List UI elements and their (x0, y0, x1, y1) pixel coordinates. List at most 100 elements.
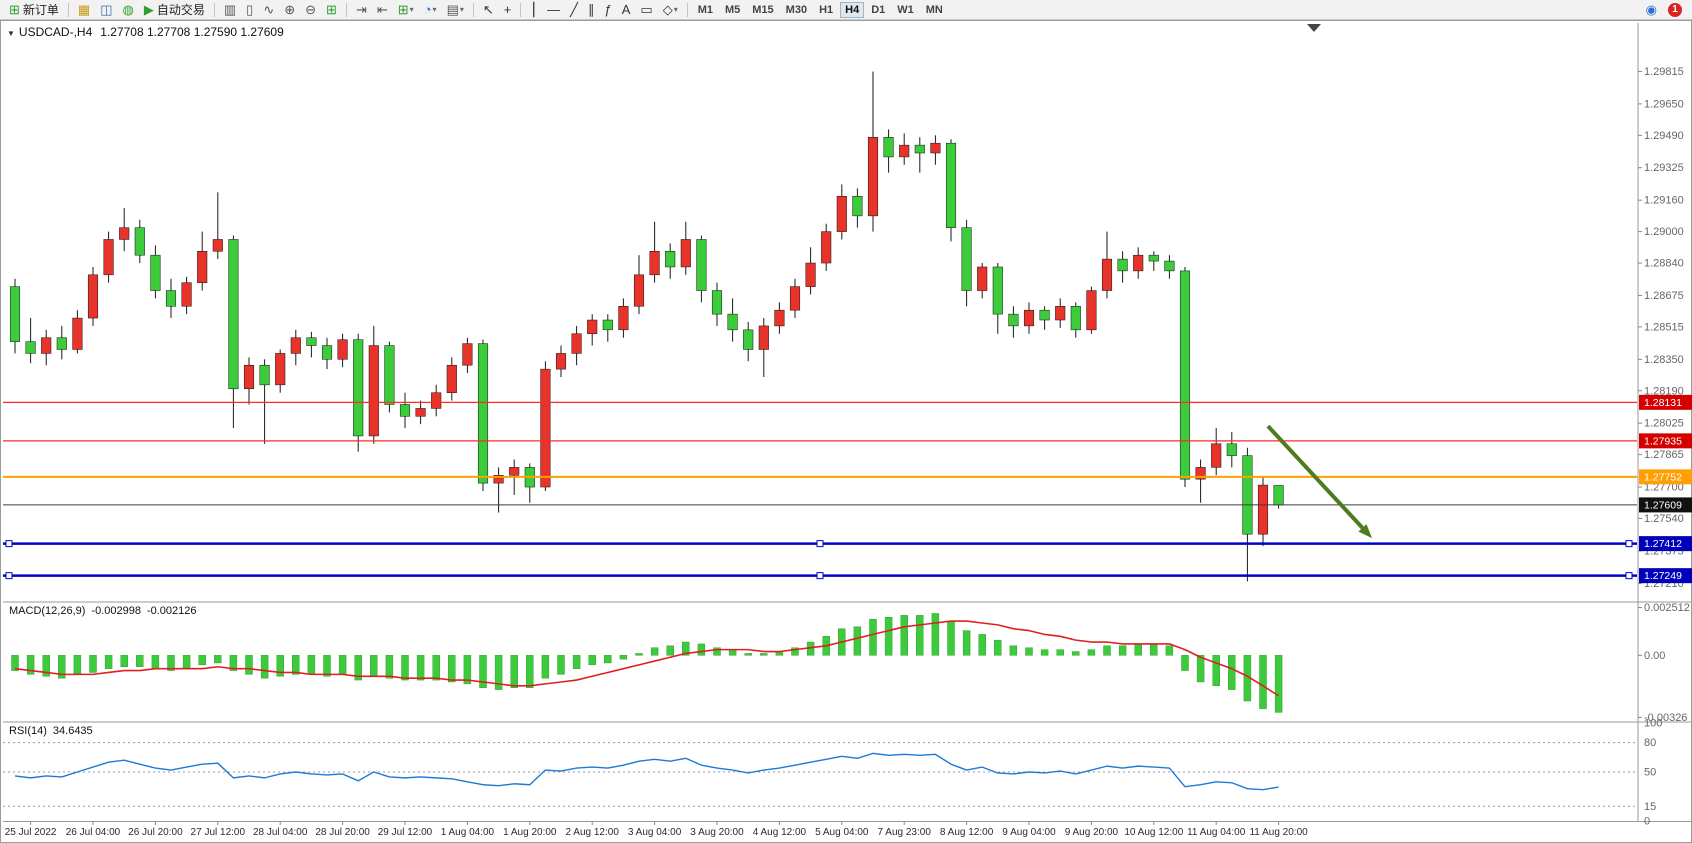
trendline-icon[interactable]: ╱ (566, 1, 582, 19)
vertical-line-icon[interactable]: ⎮ (526, 1, 541, 19)
macd-bar (307, 655, 316, 675)
price-axis-label: 1.29650 (1644, 98, 1684, 110)
line-chart-icon[interactable]: ∿ (259, 1, 278, 19)
candlestick-chart-icon[interactable]: ▯ (242, 1, 257, 19)
macd-bar (1228, 655, 1236, 690)
support-line-1-price-tag-text: 1.27412 (1644, 538, 1682, 550)
crosshair-icon[interactable]: + (500, 1, 516, 19)
navigator-icon[interactable]: ◫ (96, 1, 116, 19)
macd-bar (1025, 647, 1033, 656)
new-chart-icon[interactable]: ⊞ ▾ (394, 1, 418, 19)
time-axis-label: 10 Aug 12:00 (1124, 827, 1183, 838)
macd-bar (214, 655, 222, 664)
new-chart-icon: ⊞ (397, 2, 409, 17)
candle-body (1273, 485, 1284, 506)
macd-bar (619, 655, 628, 660)
channel-icon[interactable]: ∥ (584, 1, 599, 19)
timeframe-h1[interactable]: H1 (814, 2, 838, 18)
time-axis-label: 11 Aug 04:00 (1187, 827, 1246, 838)
periodicity-icon[interactable]: ◔ ▾ (420, 1, 441, 19)
auto-scroll-icon[interactable]: ⇥ (352, 1, 371, 19)
line-chart-icon: ∿ (263, 2, 275, 17)
macd-bar (245, 655, 253, 675)
trend-arrow[interactable] (1266, 424, 1364, 530)
text-icon[interactable]: A (618, 1, 635, 19)
support-line-2-handle[interactable] (816, 572, 824, 580)
timeframe-h4[interactable]: H4 (840, 1, 865, 18)
macd-name: MACD(12,26,9) (9, 605, 86, 617)
macd-bar (416, 655, 425, 681)
candle-body (119, 227, 130, 240)
candle-body (758, 325, 769, 350)
macd-bar (744, 653, 752, 656)
support-line-1-handle[interactable] (1625, 540, 1633, 548)
macd-bar (791, 647, 799, 656)
new-order-button[interactable]: ⊞ 新订单 (5, 1, 63, 19)
candle-body (212, 239, 223, 252)
bar-chart-icon[interactable]: ▥ (220, 1, 240, 19)
candle-body (727, 313, 738, 331)
timeframe-w1[interactable]: W1 (892, 2, 919, 18)
support-line-1-handle[interactable] (5, 540, 13, 548)
timeframe-d1[interactable]: D1 (866, 2, 890, 18)
timeframe-m5[interactable]: M5 (720, 2, 745, 18)
text-label-icon[interactable]: ▭ (636, 1, 656, 19)
chevron-down-icon: ▾ (459, 5, 464, 14)
time-axis-label: 7 Aug 23:00 (878, 827, 932, 838)
horizontal-line-icon[interactable]: ― (543, 1, 564, 19)
zoom-out-icon[interactable]: ⊖ (301, 1, 320, 19)
chart-collapse-icon[interactable]: ▼ (7, 29, 15, 38)
macd-bar (1118, 645, 1127, 656)
macd-bar (260, 655, 269, 679)
candle-body (1117, 258, 1128, 272)
timeframe-mn[interactable]: MN (921, 2, 948, 18)
community-icon[interactable]: ◉ (1642, 1, 1661, 19)
candle-body (290, 337, 301, 354)
price-axis-label: 1.28840 (1644, 258, 1684, 270)
support-line-2-handle[interactable] (1625, 572, 1633, 580)
price-axis-label: 1.27540 (1644, 513, 1684, 525)
notification-badge[interactable]: 1 (1668, 2, 1682, 17)
chart-shift-marker[interactable] (1307, 24, 1321, 32)
autotrade-icon: ▶ (143, 2, 154, 17)
tile-windows-icon[interactable]: ⊞ (322, 1, 341, 19)
candle-body (1257, 484, 1269, 535)
macd-bar (432, 655, 440, 681)
candle-body (275, 353, 286, 386)
candle-body (353, 339, 364, 437)
chart-shift-icon[interactable]: ⇤ (373, 1, 392, 19)
candle-body (883, 137, 894, 158)
timeframe-m1[interactable]: M1 (693, 2, 718, 18)
autotrade-button-label: 自动交易 (156, 3, 205, 17)
orange-level-line-price-tag-text: 1.27752 (1644, 471, 1682, 483)
fibonacci-icon[interactable]: ƒ (600, 1, 615, 19)
macd-bar (198, 655, 206, 666)
autotrade-button[interactable]: ▶ 自动交易 (140, 1, 209, 19)
hlines-layer: 1.28131 1.27935 1.27752 1.27609 1.27412 1.272… (3, 394, 1692, 584)
shapes-icon[interactable]: ◇ ▾ (659, 1, 682, 19)
chart-canvas[interactable]: 1.29815 1.29650 1.29490 1.29325 1.29160 1.290… (1, 21, 1692, 842)
candle-body (415, 408, 426, 417)
macd-bar (479, 655, 487, 688)
candle-body (1101, 258, 1113, 291)
templates-icon[interactable]: ▤ ▾ (443, 1, 468, 19)
timeframe-m30[interactable]: M30 (781, 2, 812, 18)
terminal-icon[interactable]: ◍ (119, 1, 138, 19)
macd-bar (1259, 655, 1267, 709)
chart-title: ▼ USDCAD-,H4 1.27708 1.27708 1.27590 1.276… (7, 25, 284, 39)
time-axis[interactable]: 25 Jul 2022 26 Jul 04:00 26 Jul 20:00 27 Ju… (5, 821, 1308, 838)
price-axis[interactable]: 1.29815 1.29650 1.29490 1.29325 1.29160 1.290… (1638, 66, 1684, 590)
support-line-1-handle[interactable] (816, 540, 824, 548)
market-watch-icon[interactable]: ▦ (74, 1, 94, 19)
zoom-in-icon[interactable]: ⊕ (280, 1, 299, 19)
time-axis-label: 1 Aug 20:00 (503, 827, 557, 838)
macd-bar (1072, 651, 1080, 656)
trend-arrow-head[interactable] (1358, 524, 1372, 539)
timeframe-m15[interactable]: M15 (747, 2, 778, 18)
candle-body (1242, 455, 1253, 535)
support-line-2-handle[interactable] (5, 572, 13, 580)
cursor-icon[interactable]: ↖ (479, 1, 498, 19)
candle-body (259, 364, 270, 386)
candle-body (103, 239, 114, 276)
channel-icon: ∥ (587, 2, 595, 17)
